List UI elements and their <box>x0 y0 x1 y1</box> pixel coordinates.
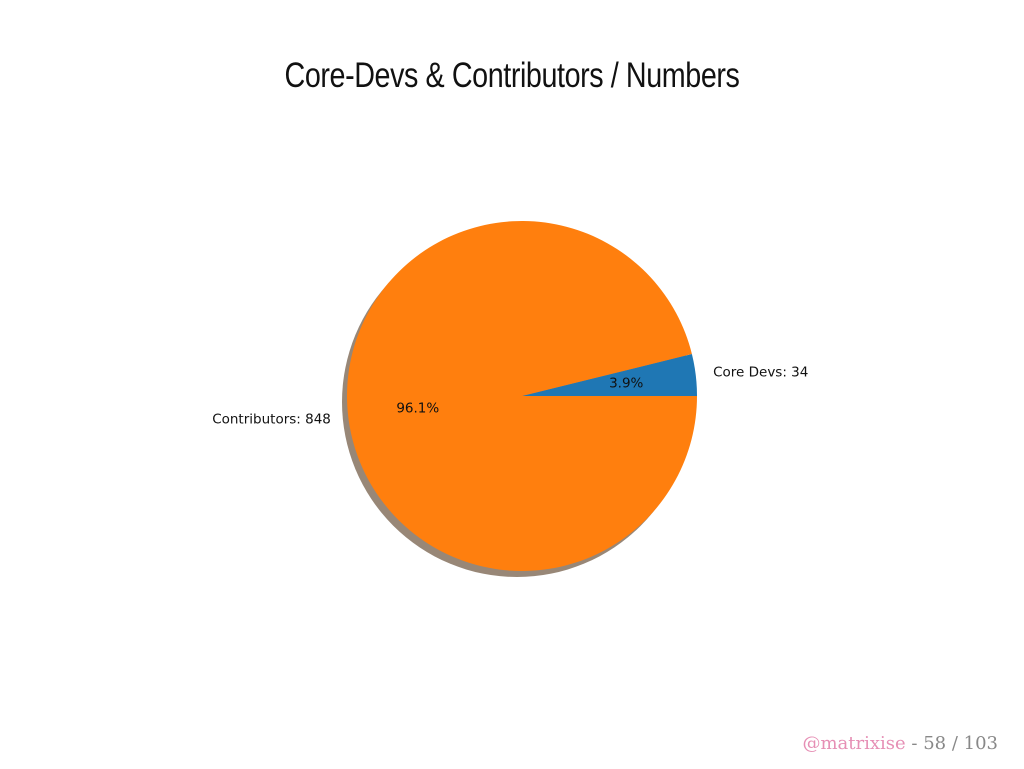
pie-labels: 3.9% Core Devs: 34 96.1% Contributors: 848 <box>212 365 808 428</box>
page-number: 58 / 103 <box>923 733 998 754</box>
slide-title: Core-Devs & Contributors / Numbers <box>284 56 740 95</box>
pie-pct-label-0: 3.9% <box>609 375 643 391</box>
pie-slice-0 <box>522 354 697 396</box>
slide-footer: @matrixise - 58 / 103 <box>802 733 998 754</box>
footer-separator: - <box>905 733 924 754</box>
author-handle: @matrixise <box>802 733 906 754</box>
pie-pct-label-1: 96.1% <box>396 401 439 417</box>
pie-slice-label-0: Core Devs: 34 <box>713 365 808 381</box>
pie-slice-1 <box>346 220 697 571</box>
pie-slice-label-1: Contributors: 848 <box>212 411 331 427</box>
pie-slices <box>346 220 697 571</box>
